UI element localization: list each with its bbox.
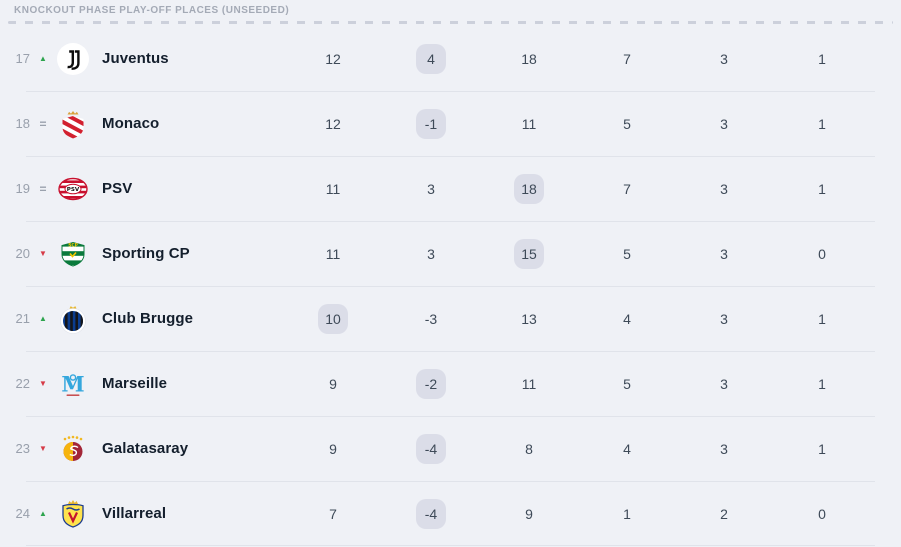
stat-value-highlighted: 10: [318, 303, 348, 334]
position-number: 23: [15, 441, 30, 456]
stat-value: 1: [818, 180, 826, 197]
stat-value-highlighted: 4: [416, 43, 446, 74]
section-title: KNOCKOUT PHASE PLAY-OFF PLACES (UNSEEDED…: [14, 5, 290, 16]
down-arrow-icon: ▼: [39, 379, 47, 388]
svg-text:SCP: SCP: [68, 242, 78, 248]
stat-value: 9: [525, 505, 533, 522]
stat-value: 1: [623, 505, 631, 522]
stat-value: 3: [720, 180, 728, 197]
stat-value: 3: [720, 310, 728, 327]
position-number: 19: [15, 181, 30, 196]
stat-value-highlighted: -1: [416, 108, 446, 139]
down-arrow-icon: ▼: [39, 249, 47, 258]
stat-value: 0: [818, 245, 826, 262]
table-row[interactable]: 22 ▼ M Marseille 9 -2 11 5 3 1: [0, 351, 901, 416]
stat-value: 4: [623, 440, 631, 457]
stat-value: 7: [623, 50, 631, 67]
club-name: PSV: [102, 180, 133, 197]
monaco-crest-icon: [57, 108, 89, 140]
stat-value: 1: [818, 115, 826, 132]
table-row[interactable]: 17 ▲ Juventus 12 4 18 7 3 1: [0, 26, 901, 91]
position-number: 18: [15, 116, 30, 131]
position-number: 17: [15, 51, 30, 66]
table-body: 17 ▲ Juventus 12 4 18 7 3 1 18 = Monaco …: [0, 26, 901, 546]
stat-value: 3: [720, 50, 728, 67]
svg-text:M: M: [61, 371, 84, 396]
club-brugge-crest-icon: [57, 303, 89, 335]
stat-value-highlighted: -4: [416, 498, 446, 529]
table-row[interactable]: 18 = Monaco 12 -1 11 5 3 1: [0, 91, 901, 156]
psv-crest-icon: PSV: [57, 173, 89, 205]
table-row[interactable]: 20 ▼ SCP Sporting CP 11 3 15 5 3 0: [0, 221, 901, 286]
stat-value: 8: [525, 440, 533, 457]
galatasaray-crest-icon: [57, 433, 89, 465]
up-arrow-icon: ▲: [39, 54, 47, 63]
club-name: Sporting CP: [102, 245, 190, 262]
villarreal-crest-icon: [57, 498, 89, 530]
stat-value: 12: [325, 115, 341, 132]
stat-value: 1: [818, 375, 826, 392]
stat-value-highlighted: -2: [416, 368, 446, 399]
stat-value: 1: [818, 440, 826, 457]
table-row[interactable]: 23 ▼ Galatasaray 9 -4 8 4 3 1: [0, 416, 901, 481]
club-name: Club Brugge: [102, 310, 194, 327]
stat-value: 3: [427, 180, 435, 197]
stat-value: 3: [720, 440, 728, 457]
stat-value: 3: [720, 115, 728, 132]
stat-value: 11: [521, 375, 537, 392]
down-arrow-icon: ▼: [39, 444, 47, 453]
stat-value: 18: [521, 50, 537, 67]
stat-value: 9: [329, 375, 337, 392]
club-name: Marseille: [102, 375, 168, 392]
position-number: 21: [15, 311, 30, 326]
stat-value: 3: [720, 245, 728, 262]
table-row[interactable]: 19 = PSV PSV 11 3 18 7 3 1: [0, 156, 901, 221]
stat-value: 5: [623, 375, 631, 392]
up-arrow-icon: ▲: [39, 314, 47, 323]
position-number: 20: [15, 246, 30, 261]
stat-value-highlighted: 18: [514, 173, 544, 204]
stat-value: 2: [720, 505, 728, 522]
stat-value: 7: [329, 505, 337, 522]
up-arrow-icon: ▲: [39, 509, 47, 518]
position-number: 22: [15, 376, 30, 391]
marseille-crest-icon: M: [57, 368, 89, 400]
stat-value: 1: [818, 310, 826, 327]
equals-icon: =: [39, 116, 47, 131]
table-row[interactable]: 24 ▲ Villarreal 7 -4 9 1 2 0: [0, 481, 901, 546]
stat-value: -3: [424, 310, 438, 327]
position-number: 24: [15, 506, 30, 521]
club-name: Juventus: [102, 50, 169, 67]
stat-value-highlighted: -4: [416, 433, 446, 464]
club-name: Villarreal: [102, 505, 167, 522]
table-row[interactable]: 21 ▲ Club Brugge 10 -3 13 4 3 1: [0, 286, 901, 351]
sporting-crest-icon: SCP: [57, 238, 89, 270]
club-name: Monaco: [102, 115, 160, 132]
section-divider: [8, 21, 893, 24]
stat-value: 5: [623, 245, 631, 262]
stat-value: 3: [720, 375, 728, 392]
stat-value: 9: [329, 440, 337, 457]
svg-text:PSV: PSV: [67, 187, 80, 193]
stat-value: 4: [623, 310, 631, 327]
stat-value: 1: [818, 50, 826, 67]
stat-value: 11: [325, 180, 341, 197]
stat-value: 11: [521, 115, 537, 132]
stat-value: 0: [818, 505, 826, 522]
equals-icon: =: [39, 181, 47, 196]
stat-value: 5: [623, 115, 631, 132]
stat-value: 7: [623, 180, 631, 197]
stat-value-highlighted: 15: [514, 238, 544, 269]
stat-value: 12: [325, 50, 341, 67]
stat-value: 11: [325, 245, 341, 262]
juventus-crest-icon: [57, 42, 89, 75]
stat-value: 3: [427, 245, 435, 262]
stat-value: 13: [521, 310, 537, 327]
club-name: Galatasaray: [102, 440, 189, 457]
